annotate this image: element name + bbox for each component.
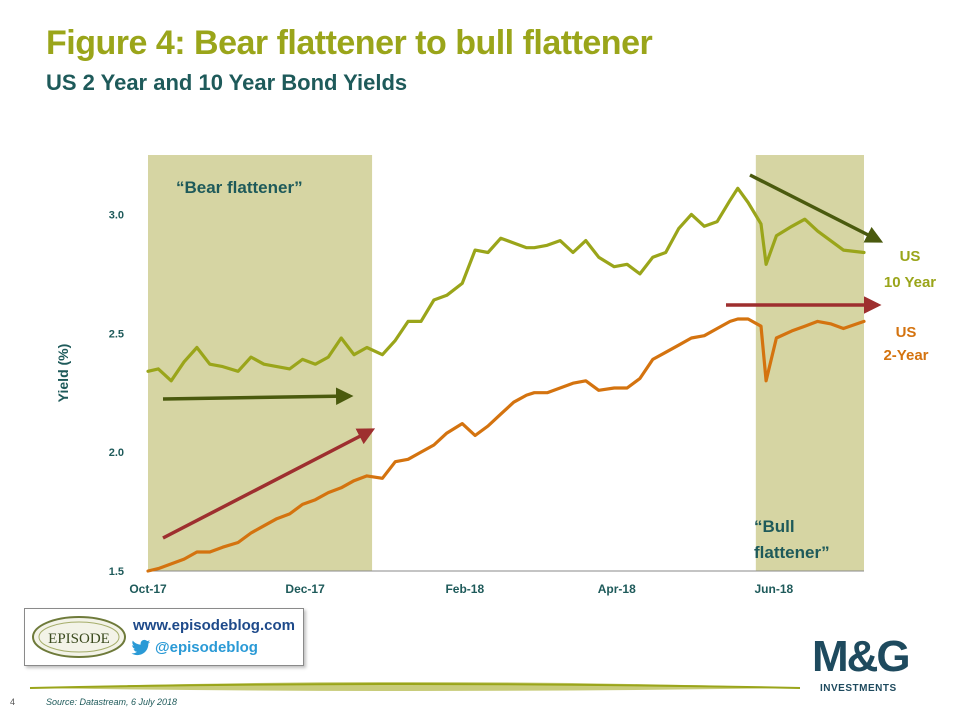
us-2-year-label-line2: 2-Year [883, 347, 928, 364]
y-axis-label: Yield (%) [55, 344, 71, 403]
page-number: 4 [10, 697, 16, 707]
us-10-year-label-line2: 10 Year [884, 274, 936, 291]
episode-logo-text: EPISODE [48, 631, 110, 647]
y-tick-label: 3.0 [109, 209, 124, 221]
twitter-icon [131, 639, 151, 656]
y-tick-label: 2.5 [109, 328, 124, 340]
episode-url-link[interactable]: www.episodeblog.com [133, 617, 295, 634]
y-tick-label: 2.0 [109, 447, 124, 459]
arrow-bull-10y [749, 173, 884, 243]
series-line-us-2-year [146, 317, 866, 573]
episode-logo: EPISODE [32, 616, 126, 658]
mg-logo-subtitle: INVESTMENTS [820, 683, 897, 694]
series-line-us-10-year [146, 186, 866, 383]
episode-twitter-handle[interactable]: @episodeblog [155, 639, 258, 656]
us-2-year-label-line1: US [896, 324, 917, 341]
x-tick-label: Feb-18 [445, 582, 484, 596]
episode-blog-badge[interactable]: EPISODE www.episodeblog.com @episodeblog [24, 608, 304, 666]
x-tick-label: Apr-18 [598, 582, 636, 596]
mg-logo: M&G [812, 632, 911, 681]
arrow-bear-10y [162, 387, 354, 405]
source-note: Source: Datastream, 6 July 2018 [46, 697, 178, 707]
bull-flattener-label-line1: “Bull [754, 517, 795, 536]
page-subtitle: US 2 Year and 10 Year Bond Yields [46, 70, 408, 95]
y-tick-label: 1.5 [109, 566, 124, 578]
x-tick-label: Dec-17 [285, 582, 325, 596]
x-tick-label: Jun-18 [755, 582, 794, 596]
page-title: Figure 4: Bear flattener to bull flatten… [46, 24, 653, 62]
arrow-bear-2y [162, 428, 376, 540]
bear-flattener-label: “Bear flattener” [176, 178, 303, 197]
us-10-year-label-line1: US [900, 248, 921, 265]
x-tick-label: Oct-17 [129, 582, 167, 596]
bull-flattener-label-line2: flattener” [754, 543, 830, 562]
